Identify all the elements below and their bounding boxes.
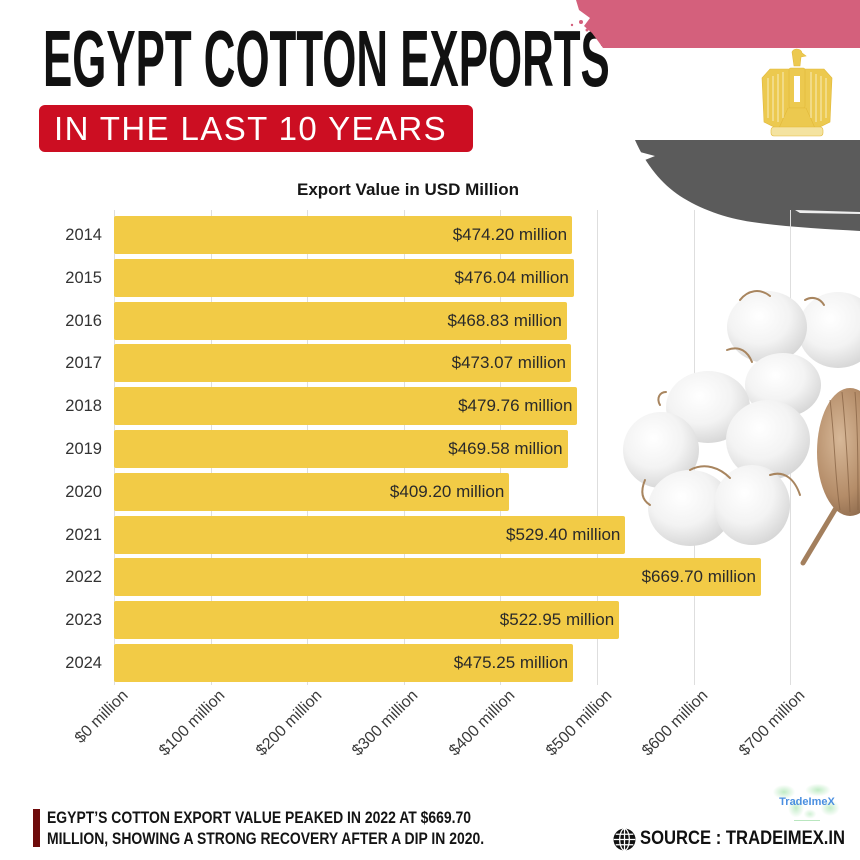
bar-row: 2017 $473.07 million — [0, 344, 860, 383]
year-label: 2017 — [65, 354, 102, 373]
x-tick-label: $700 million — [735, 687, 809, 760]
bar-row: 2020 $409.20 million — [0, 472, 860, 511]
globe-icon — [613, 828, 636, 851]
bar: $473.07 million — [114, 344, 571, 383]
flag-black-stripe — [635, 140, 860, 231]
bar: $469.58 million — [114, 430, 568, 468]
bar-row: 2016 $468.83 million — [0, 301, 860, 340]
x-tick-label: $300 million — [349, 687, 422, 760]
bar-value-label: $469.58 million — [448, 439, 563, 458]
bar: $529.40 million — [114, 515, 626, 554]
year-label: 2023 — [65, 611, 102, 630]
cotton-boll-icon — [623, 290, 860, 566]
bar-row: 2022 $669.70 million — [0, 558, 860, 597]
chart-title: Export Value in USD Million — [297, 180, 519, 199]
gridline — [597, 210, 598, 685]
subtitle-text: IN THE LAST 10 YEARS — [54, 110, 447, 147]
bar: $475.25 million — [114, 644, 574, 682]
bar: $669.70 million — [114, 558, 761, 597]
insight-text-line: MILLION, SHOWING A STRONG RECOVERY AFTER… — [47, 828, 485, 848]
bar-value-label: $529.40 million — [506, 524, 621, 544]
bar-row: 2018 $479.76 million — [0, 387, 860, 426]
x-tick-label: $0 million — [72, 687, 133, 747]
year-label: 2019 — [65, 440, 102, 458]
bar-value-label: $409.20 million — [389, 481, 505, 501]
bar: $522.95 million — [114, 601, 620, 640]
bar-value-label: $476.04 million — [454, 267, 569, 287]
bar-row: 2015 $476.04 million — [0, 258, 860, 297]
logo-text: TradeImeX — [779, 796, 835, 808]
bar-row: 2023 $522.95 million — [0, 601, 860, 640]
flag-red-stripe — [576, 0, 860, 48]
egypt-flag-icon — [570, 0, 860, 231]
year-label: 2014 — [65, 226, 102, 244]
bar-row: 2014 $474.20 million — [0, 216, 860, 254]
x-tick-label: $400 million — [446, 687, 519, 760]
bar: $468.83 million — [114, 301, 567, 340]
x-tick-label: $500 million — [542, 687, 616, 760]
bar-value-label: $669.70 million — [641, 567, 756, 587]
year-label: 2015 — [65, 268, 102, 287]
bar: $409.20 million — [114, 472, 510, 511]
year-label: 2018 — [65, 397, 102, 416]
bar-value-label: $474.20 million — [452, 225, 568, 244]
x-tick-label: $600 million — [639, 687, 712, 760]
bar-value-label: $475.25 million — [453, 653, 569, 672]
bar-row: 2021 $529.40 million — [0, 515, 860, 554]
year-label: 2020 — [65, 482, 102, 501]
x-tick-label: $100 million — [156, 687, 229, 760]
bar-value-label: $522.95 million — [499, 610, 615, 630]
logo-underline — [794, 820, 820, 821]
year-label: 2021 — [65, 525, 102, 544]
subtitle-banner: IN THE LAST 10 YEARS — [39, 105, 473, 152]
bar-value-label: $468.83 million — [447, 310, 562, 330]
bar: $476.04 million — [114, 258, 574, 297]
page-title: EGYPT COTTON EXPORTS — [43, 13, 610, 103]
bar-row: 2019 $469.58 million — [0, 430, 860, 468]
year-label: 2016 — [65, 311, 102, 330]
insight-text-line: EGYPT’S COTTON EXPORT VALUE PEAKED IN 20… — [47, 807, 472, 827]
bar: $479.76 million — [114, 387, 578, 426]
bar-value-label: $473.07 million — [451, 353, 566, 373]
bar: $474.20 million — [114, 216, 573, 254]
tradeimex-logo: TradeImeX — [766, 778, 848, 826]
insight-accent-bar — [33, 809, 40, 847]
year-label: 2024 — [65, 654, 102, 672]
bar-value-label: $479.76 million — [458, 396, 573, 416]
year-label: 2022 — [65, 568, 102, 587]
x-tick-label: $200 million — [252, 687, 326, 760]
source-label: SOURCE : TRADEIMEX.IN — [640, 828, 846, 849]
bar-row: 2024 $475.25 million — [0, 644, 860, 682]
